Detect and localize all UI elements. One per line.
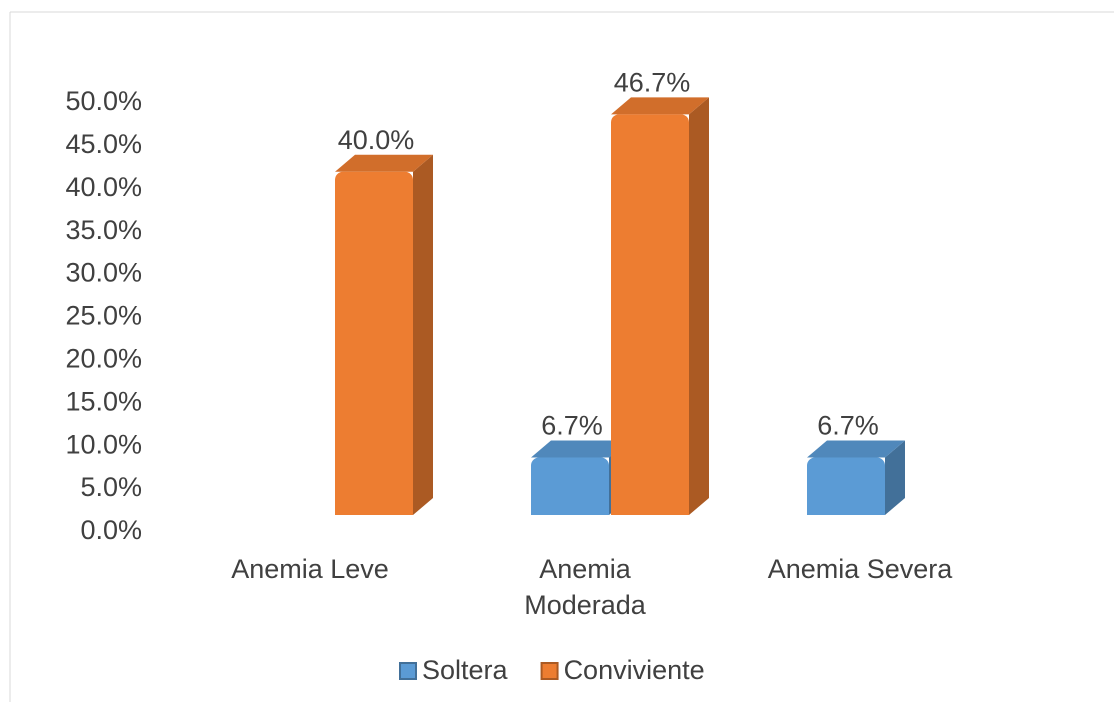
- y-tick-label: 0.0%: [80, 515, 142, 545]
- data-label: 46.7%: [614, 67, 691, 97]
- x-tick-label: Anemia Moderada: [524, 554, 647, 620]
- legend-label: Conviviente: [564, 655, 705, 685]
- x-tick-label: Anemia Leve: [231, 554, 389, 584]
- bar-top: [531, 440, 629, 458]
- y-tick-label: 35.0%: [65, 215, 142, 245]
- data-label: 6.7%: [817, 411, 879, 441]
- bar: [611, 97, 709, 516]
- bar-front: [807, 457, 885, 515]
- y-tick-label: 45.0%: [65, 129, 142, 159]
- y-tick-label: 40.0%: [65, 172, 142, 202]
- y-tick-label: 5.0%: [80, 472, 142, 502]
- bar-top: [611, 97, 709, 115]
- legend-swatch: [540, 662, 559, 680]
- bar-side: [689, 97, 709, 516]
- y-tick-label: 30.0%: [65, 258, 142, 288]
- data-label: 6.7%: [541, 411, 603, 441]
- bar: [335, 154, 433, 516]
- y-tick-label: 25.0%: [65, 301, 142, 331]
- bar-side: [885, 440, 905, 515]
- bar-top: [807, 440, 905, 458]
- y-tick-label: 15.0%: [65, 386, 142, 416]
- legend-swatch: [399, 662, 417, 680]
- data-label: 40.0%: [338, 125, 415, 155]
- bar-front-base: [531, 505, 609, 515]
- bar-front-base: [807, 505, 885, 515]
- bar: [807, 440, 905, 515]
- y-tick-label: 10.0%: [65, 429, 142, 459]
- x-tick-label: Anemia Severa: [768, 554, 954, 584]
- bar-side: [413, 154, 433, 516]
- legend-label: Soltera: [422, 655, 509, 685]
- bar-front: [335, 171, 413, 516]
- bar-front-base: [611, 505, 689, 515]
- y-tick-label: 20.0%: [65, 344, 142, 374]
- bar-top: [335, 154, 433, 172]
- y-tick-label: 50.0%: [65, 86, 142, 116]
- bar-front: [531, 457, 609, 515]
- bar-front-base: [335, 505, 413, 515]
- bar-front: [611, 114, 689, 516]
